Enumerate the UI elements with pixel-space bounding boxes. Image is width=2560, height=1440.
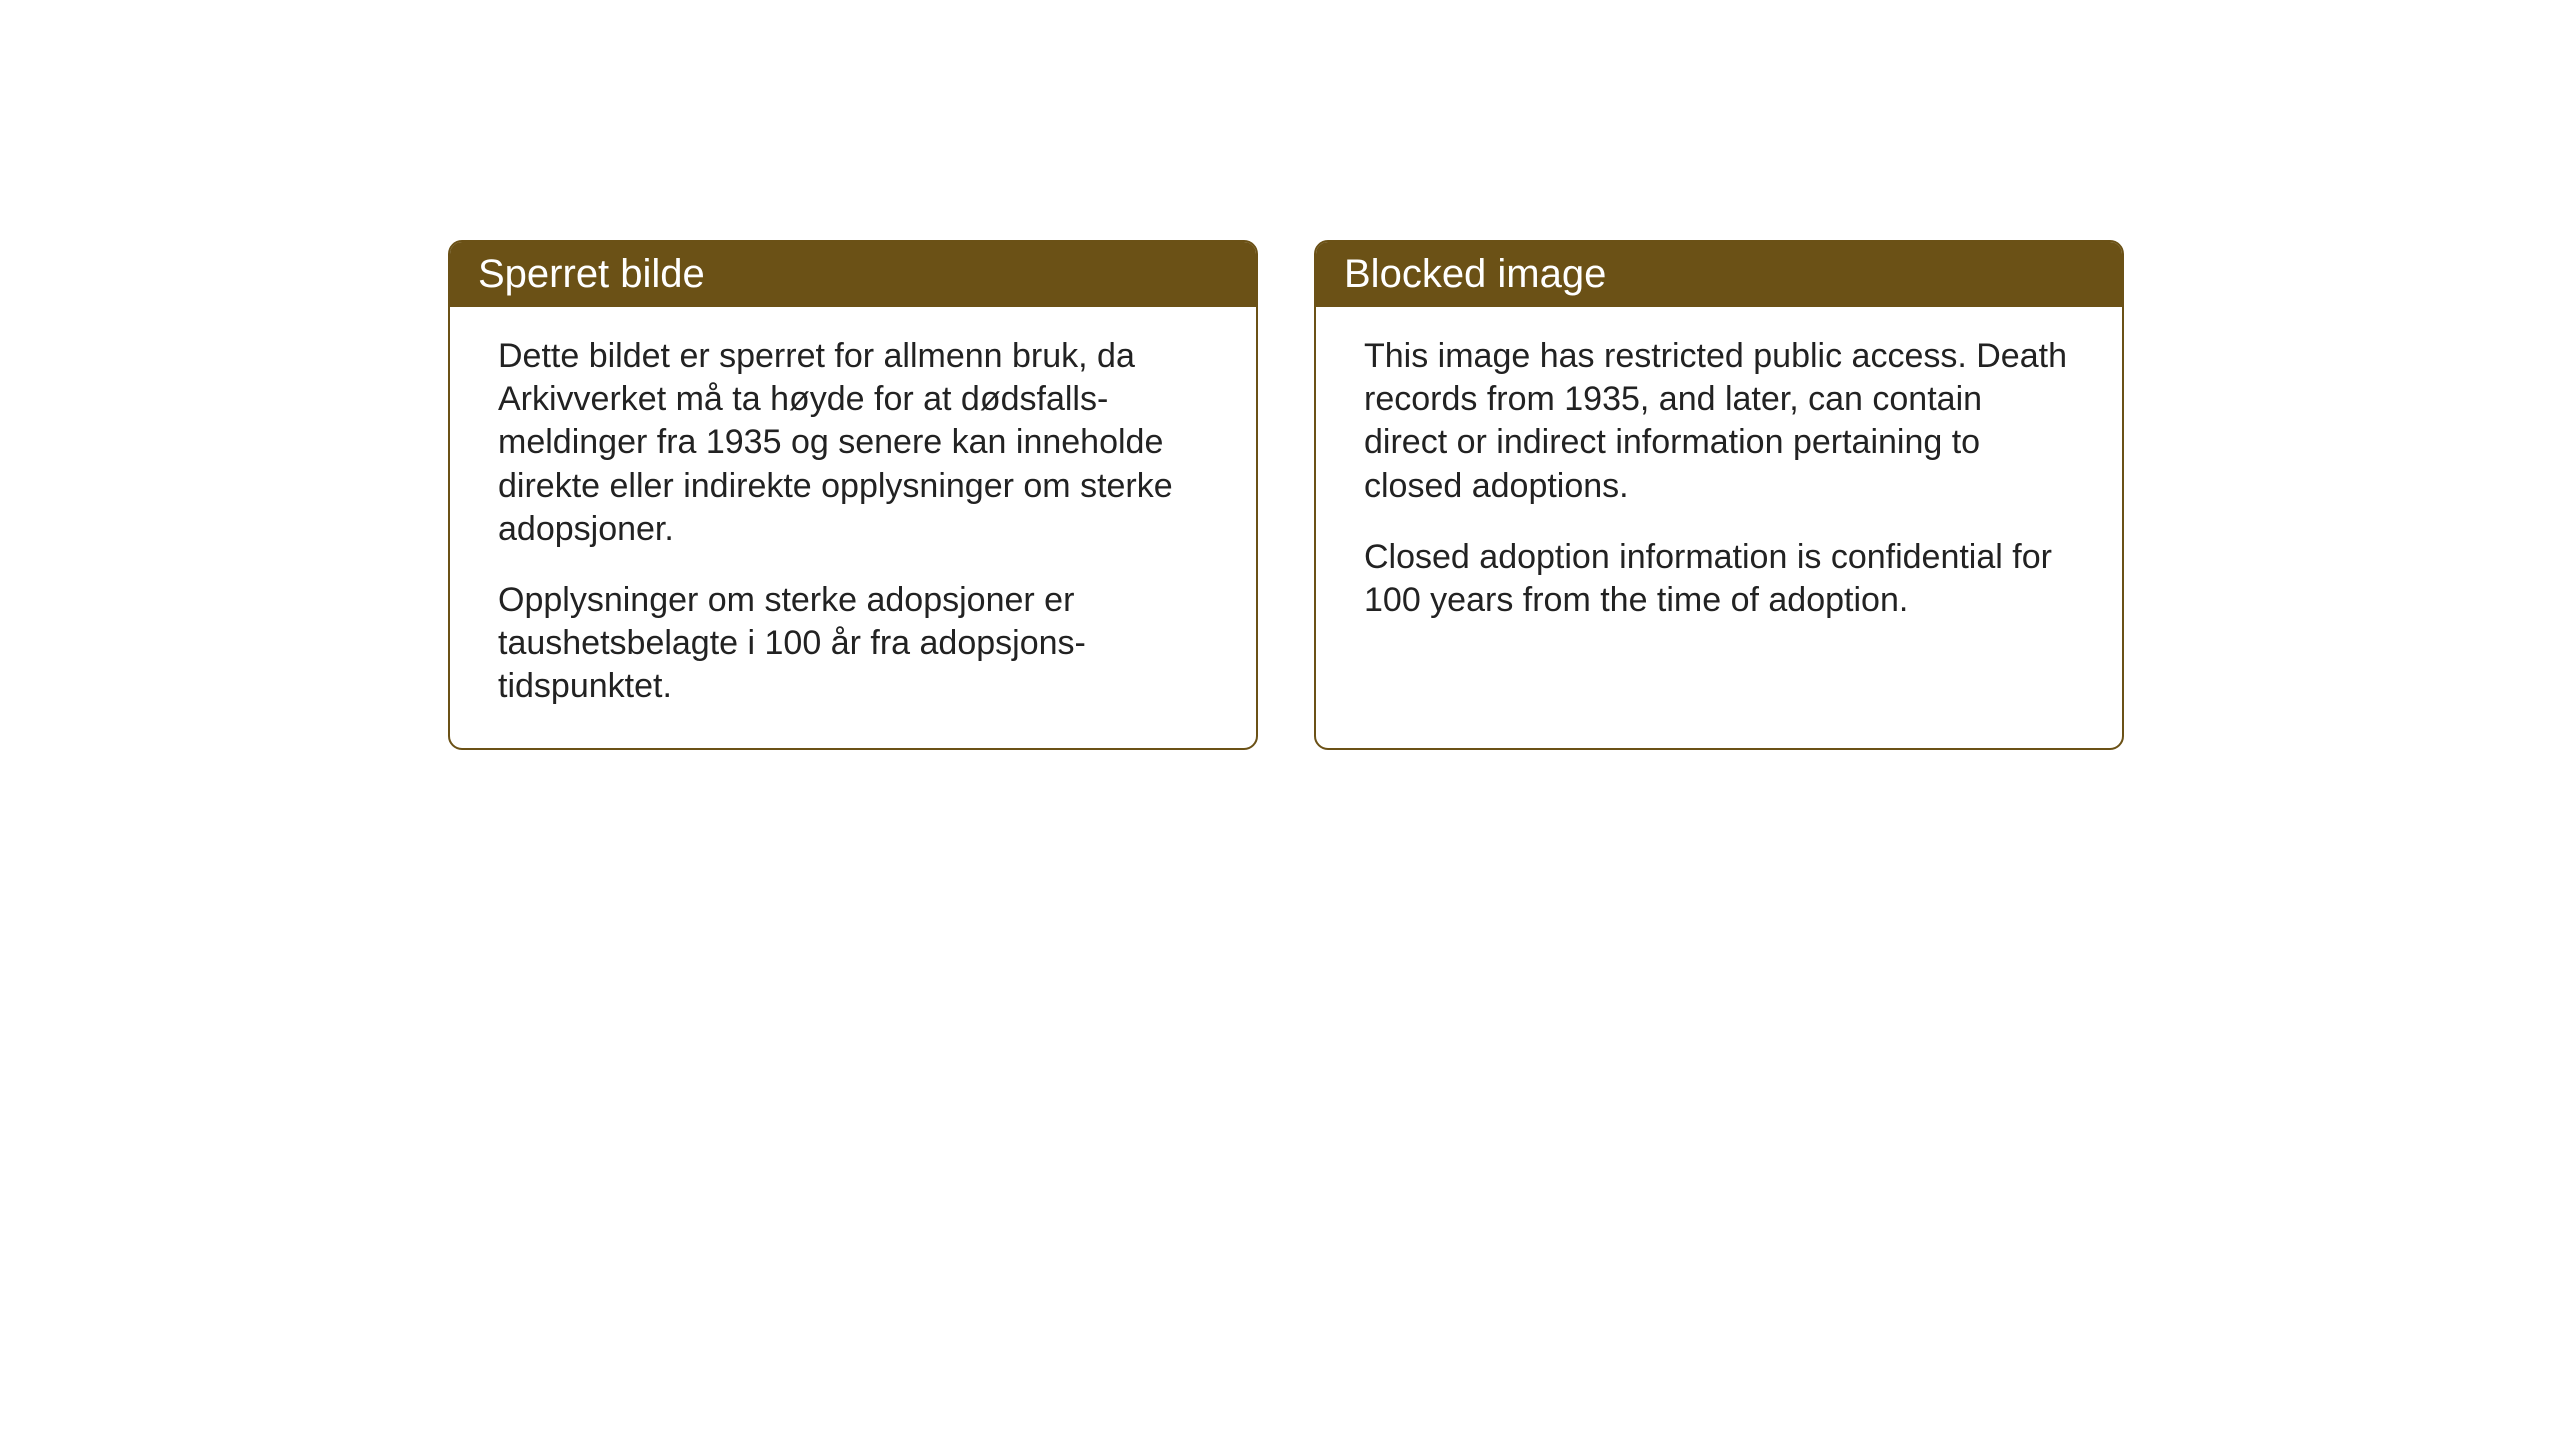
card-title-norwegian: Sperret bilde [478, 252, 705, 296]
card-header-english: Blocked image [1316, 242, 2122, 307]
notice-card-english: Blocked image This image has restricted … [1314, 240, 2124, 750]
card-body-norwegian: Dette bildet er sperret for allmenn bruk… [450, 307, 1256, 748]
card-body-english: This image has restricted public access.… [1316, 307, 2122, 662]
card-title-english: Blocked image [1344, 252, 1606, 296]
card-header-norwegian: Sperret bilde [450, 242, 1256, 307]
notice-container: Sperret bilde Dette bildet er sperret fo… [448, 240, 2124, 750]
card-paragraph-2-norwegian: Opplysninger om sterke adopsjoner er tau… [498, 579, 1208, 709]
card-paragraph-1-norwegian: Dette bildet er sperret for allmenn bruk… [498, 335, 1208, 551]
card-paragraph-2-english: Closed adoption information is confident… [1364, 536, 2074, 622]
card-paragraph-1-english: This image has restricted public access.… [1364, 335, 2074, 508]
notice-card-norwegian: Sperret bilde Dette bildet er sperret fo… [448, 240, 1258, 750]
